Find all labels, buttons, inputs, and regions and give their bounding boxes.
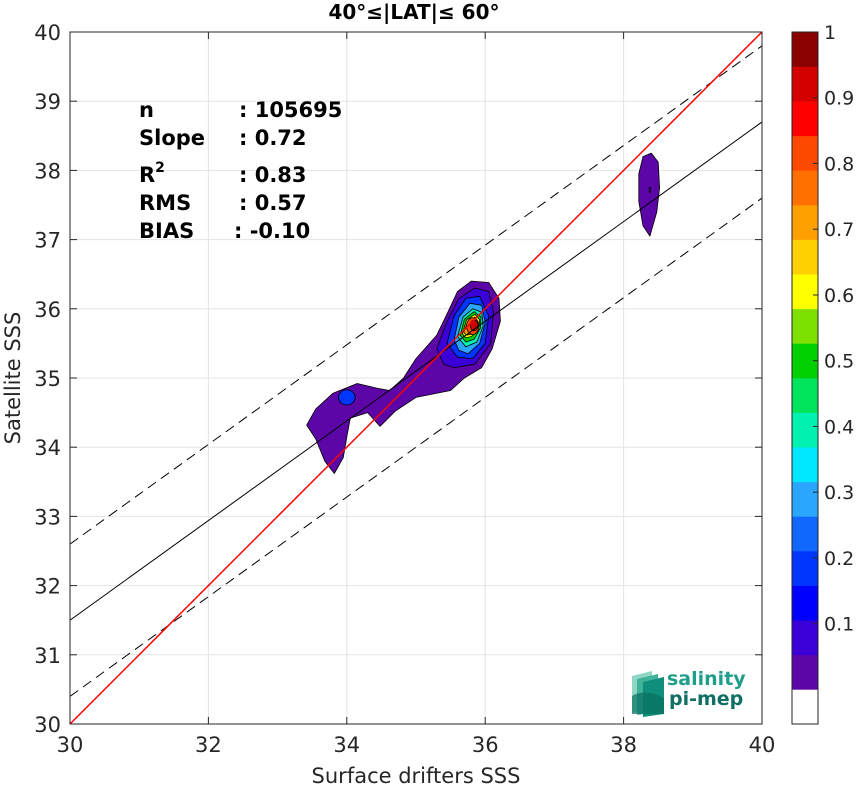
- salinity-pi-mep-logo: salinity pi-mep: [632, 668, 746, 717]
- y-tick-label: 39: [34, 90, 61, 114]
- reference-lines: [70, 32, 762, 724]
- logo-text-salinity: salinity: [667, 668, 746, 690]
- chart-title: 40°≤|LAT|≤ 60°: [328, 0, 499, 24]
- density-level-0.2: [338, 389, 356, 406]
- colorbar-bin: [792, 205, 818, 240]
- colorbar: 0.1 0.2 0.3 0.4 0.5 0.6 0.7 0.8 0.9 1: [791, 22, 854, 725]
- colorbar-tick-label: 0.8: [824, 153, 854, 175]
- colorbar-bin: [792, 32, 818, 67]
- stat-rms-value: : 0.57: [239, 191, 307, 215]
- colorbar-tick-label: 0.1: [824, 614, 854, 636]
- y-tick-label: 33: [34, 505, 61, 529]
- colorbar-bin: [792, 516, 818, 552]
- stat-n-label: n: [139, 98, 154, 122]
- axis-ticks: 30 32 34 36 38 40 30 31 32 33 34 35 36 37 38 39 40: [34, 21, 775, 757]
- colorbar-bin: [792, 585, 818, 621]
- stat-rms-label: RMS: [139, 191, 191, 215]
- density-level-0.1: [648, 186, 652, 193]
- colorbar-bin: [792, 447, 818, 483]
- x-tick-label: 34: [333, 733, 360, 757]
- colorbar-tick-label: 0.7: [824, 219, 854, 241]
- colorbar-tick-label: 0.6: [824, 285, 854, 307]
- colorbar-bin: [792, 274, 818, 310]
- stat-bias-value: : -0.10: [234, 219, 310, 243]
- colorbar-tick-label: 0.2: [824, 548, 854, 570]
- colorbar-bin: [792, 170, 818, 206]
- regression-line: [70, 121, 762, 621]
- y-tick-label: 32: [34, 575, 61, 599]
- colorbar-border: [791, 31, 819, 725]
- colorbar-tick-label: 0.9: [824, 88, 854, 110]
- colorbar-bin: [792, 135, 818, 171]
- logo-text-pi-mep: pi-mep: [669, 688, 743, 710]
- y-tick-label: 34: [34, 436, 61, 460]
- identity-line: [70, 32, 762, 724]
- y-tick-label: 40: [34, 21, 61, 45]
- colorbar-bin: [792, 308, 818, 344]
- x-tick-label: 36: [472, 733, 499, 757]
- stats-box: n : 105695 Slope : 0.72 R2 : 0.83 RMS : …: [139, 98, 342, 243]
- logo-waves-icon: [632, 671, 664, 717]
- y-axis-label: Satellite SSS: [1, 312, 25, 445]
- x-tick-label: 38: [610, 733, 637, 757]
- colorbar-bin: [792, 689, 818, 725]
- stat-bias-label: BIAS: [139, 219, 194, 243]
- y-tick-label: 36: [34, 298, 61, 322]
- colorbar-bin: [792, 101, 818, 137]
- density-level-0.05: [638, 152, 660, 237]
- stat-slope-value: : 0.72: [239, 126, 307, 150]
- stat-slope-label: Slope: [139, 126, 205, 150]
- colorbar-bin: [792, 654, 818, 690]
- x-tick-label: 32: [195, 733, 222, 757]
- lower-bound-line: [70, 197, 762, 697]
- colorbar-bin: [792, 412, 818, 448]
- stat-r2-value: : 0.83: [239, 163, 307, 187]
- colorbar-bin: [792, 378, 818, 413]
- colorbar-bin: [792, 66, 818, 102]
- y-tick-label: 37: [34, 229, 61, 253]
- colorbar-tick-label: 0.3: [824, 482, 854, 504]
- y-tick-label: 31: [34, 644, 61, 668]
- x-axis-label: Surface drifters SSS: [312, 764, 521, 786]
- stat-r2-label: R2: [139, 160, 165, 187]
- colorbar-bin: [792, 551, 818, 586]
- colorbar-tick-label: 0.4: [824, 416, 854, 438]
- stat-n-value: : 105695: [239, 98, 342, 122]
- upper-bound-line: [70, 45, 762, 545]
- y-tick-label: 30: [34, 713, 61, 737]
- colorbar-bin: [792, 620, 818, 656]
- x-tick-label: 30: [57, 733, 84, 757]
- colorbar-bin: [792, 481, 818, 517]
- colorbar-tick-label: 0.5: [824, 351, 854, 373]
- colorbar-bin: [792, 239, 818, 275]
- y-tick-label: 35: [34, 367, 61, 391]
- y-tick-label: 38: [34, 159, 61, 183]
- colorbar-tick-label: 1: [824, 22, 836, 44]
- x-tick-label: 40: [749, 733, 776, 757]
